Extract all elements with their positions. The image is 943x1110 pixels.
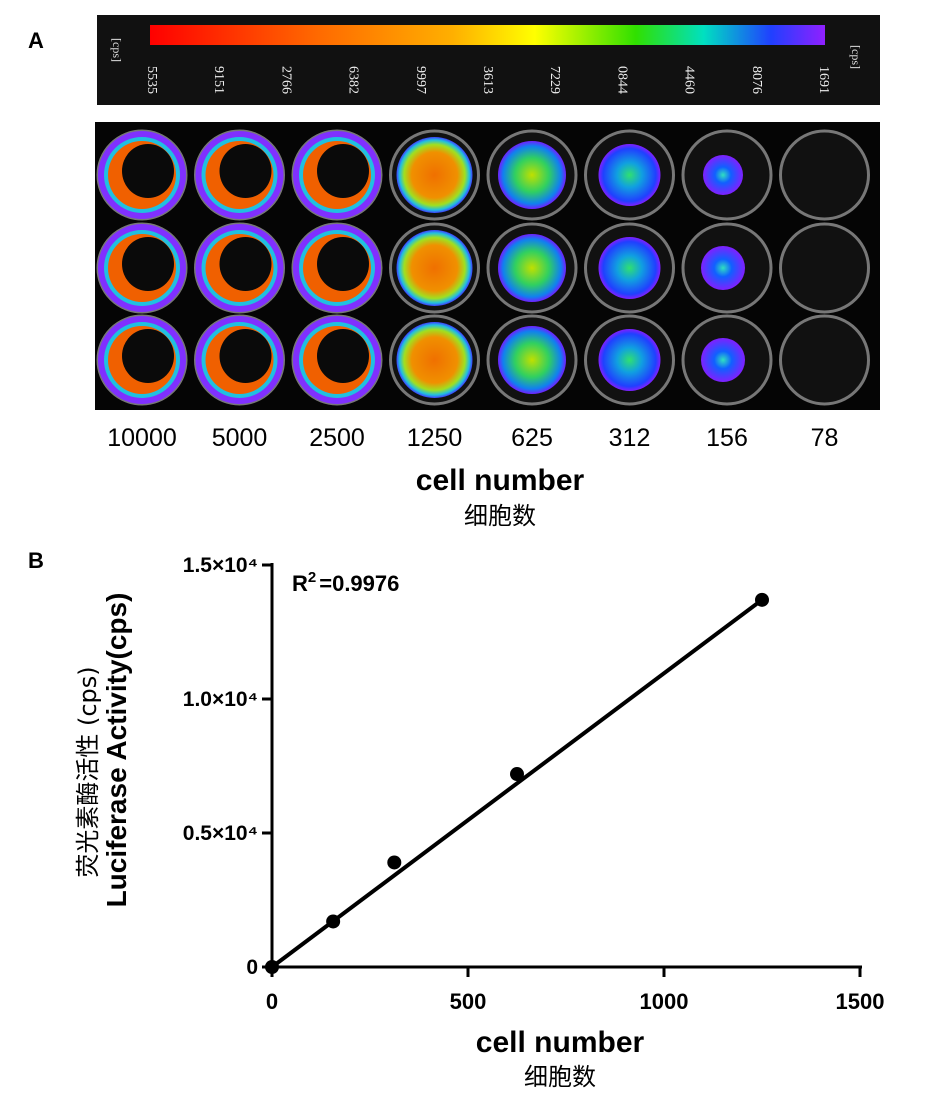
category-label: 2500: [309, 424, 365, 452]
signal: [396, 322, 473, 398]
data-point: [326, 914, 341, 929]
colorbar-label: 3613: [480, 66, 495, 94]
well-center: [219, 237, 272, 291]
colorbar: [150, 25, 825, 45]
well-center: [219, 329, 272, 383]
y-axis-title: Luciferase Activity(cps): [101, 593, 132, 908]
colorbar-label: 9151: [211, 66, 226, 94]
signal: [598, 237, 661, 299]
annotation: R2 =0.9976: [292, 569, 399, 596]
well: [779, 129, 870, 221]
well: [779, 222, 870, 314]
signal: [498, 141, 566, 209]
x-tick-label: 0: [266, 989, 278, 1014]
x-axis-title: cell number: [476, 1026, 645, 1059]
x-tick-label: 500: [450, 989, 487, 1014]
x-axis-title: cell number: [416, 464, 585, 497]
annotation-part: R: [292, 571, 308, 596]
y-tick-label: 1.0×10⁴: [183, 688, 258, 711]
category-label: 78: [811, 424, 839, 452]
well-center: [122, 237, 174, 291]
well: [779, 314, 870, 406]
signal: [598, 329, 661, 391]
well-center: [122, 144, 174, 198]
colorbar-label: 7229: [547, 66, 562, 94]
category-label: 156: [706, 424, 748, 452]
y-tick-label: 1.5×10⁴: [183, 554, 258, 577]
signal: [396, 230, 473, 306]
colorbar-label: 8076: [749, 66, 764, 94]
panel-label: B: [28, 548, 44, 573]
y-tick-label: 0.5×10⁴: [183, 822, 258, 845]
colorbar-label: 0844: [614, 66, 629, 94]
colorbar-label: 5535: [144, 66, 159, 94]
category-label: 1250: [407, 424, 463, 452]
category-label: 312: [609, 424, 651, 452]
signal: [396, 137, 473, 213]
signal: [703, 155, 743, 195]
signal: [498, 234, 566, 302]
category-label: 10000: [107, 424, 177, 452]
well-center: [317, 144, 369, 198]
well-center: [317, 237, 369, 291]
x-axis-title-cn: 细胞数: [524, 1063, 596, 1091]
y-axis-title-cn: 荧光素酶活性 (cps): [74, 666, 102, 877]
panel-label: A: [28, 28, 44, 53]
data-point: [755, 592, 769, 607]
trend-line: [270, 598, 764, 969]
well-center: [317, 329, 369, 383]
signal: [701, 338, 745, 382]
well-center: [219, 144, 272, 198]
colorbar-label: 4460: [682, 66, 697, 94]
x-axis-title-cn: 细胞数: [464, 502, 536, 530]
category-label: 625: [511, 424, 553, 452]
signal: [701, 246, 745, 290]
annotation-part: =0.9976: [319, 571, 399, 596]
colorbar-label: 1691: [816, 66, 831, 94]
colorbar-unit: [cps]: [110, 38, 124, 62]
colorbar-label: 9997: [413, 66, 428, 94]
signal: [598, 144, 661, 206]
colorbar-label: 2766: [278, 66, 293, 94]
signal: [498, 326, 566, 394]
data-point: [387, 855, 402, 870]
annotation-part: 2: [308, 569, 316, 586]
colorbar-unit: [cps]: [849, 45, 863, 69]
well-center: [122, 329, 174, 383]
x-tick-label: 1000: [640, 989, 689, 1014]
x-tick-label: 1500: [836, 989, 885, 1014]
data-point: [265, 960, 279, 974]
colorbar-label: 6382: [346, 66, 361, 94]
category-label: 5000: [212, 424, 268, 452]
y-tick-label: 0: [246, 956, 258, 979]
data-point: [510, 767, 524, 782]
